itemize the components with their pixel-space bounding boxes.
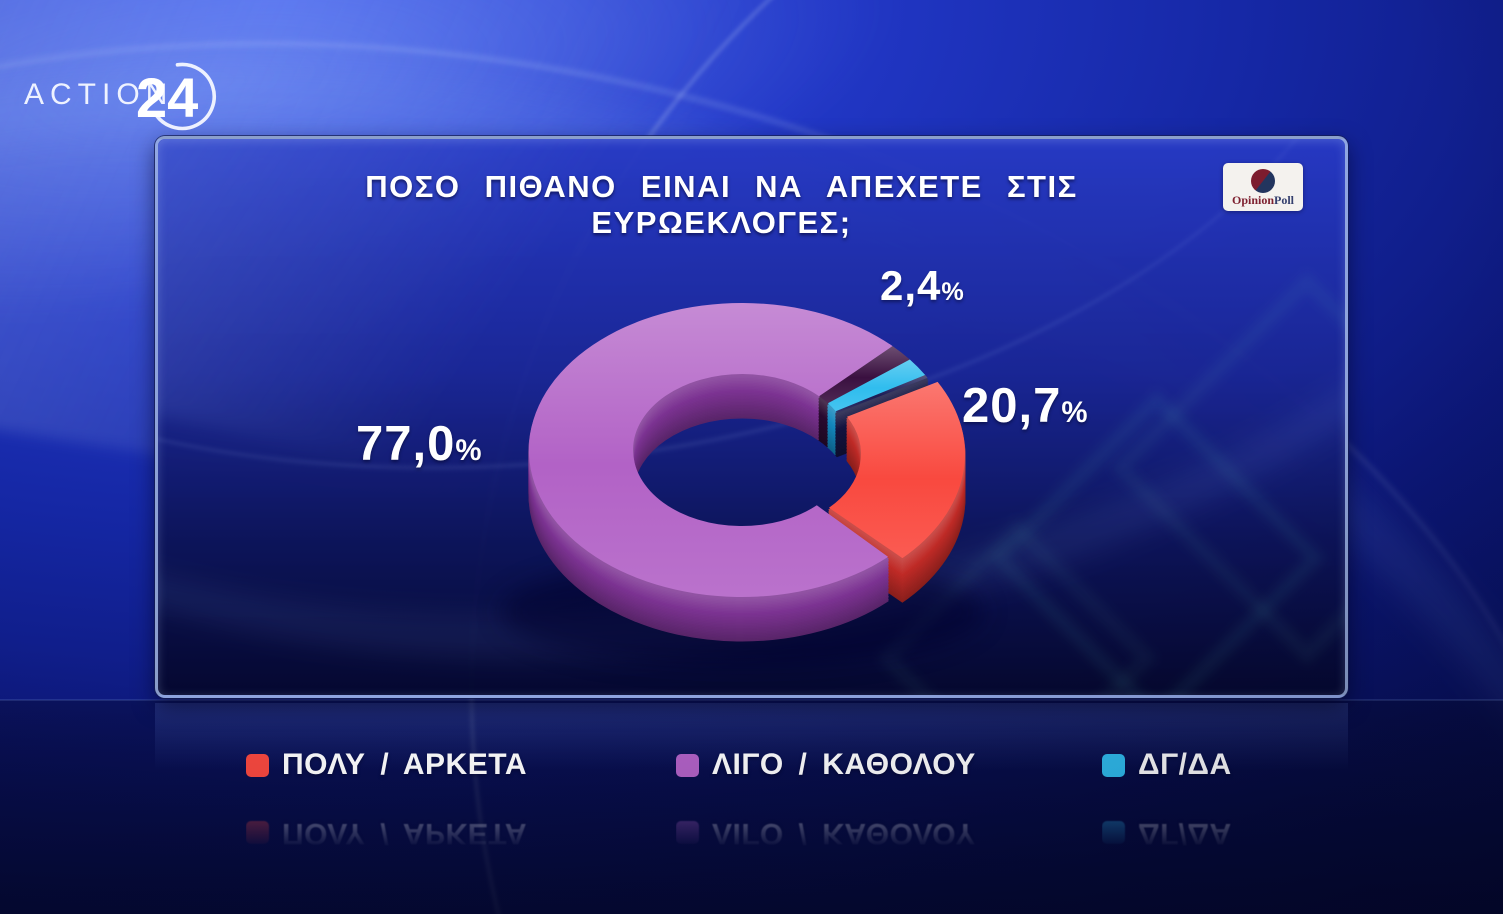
legend-item-poly-arketa: ΠΟΛΥ / ΑΡΚΕΤΑ [246, 748, 527, 782]
legend-swatch-red-reflection [246, 821, 269, 845]
panel-reflection-glow [155, 703, 1348, 793]
opinion-poll-logo: OpinionPoll [1223, 163, 1303, 211]
chart-title: ΠΟΣΟ ΠΙΘΑΝΟ ΕΙΝΑΙ ΝΑ ΑΠΕΧΕΤΕ ΣΤΙΣ ΕΥΡΩΕΚ… [365, 169, 1078, 240]
legend-reflection-item: ΛΙΓΟ / ΚΑΘΟΛΟΥ [676, 816, 976, 850]
floor-seam-line [0, 699, 1503, 701]
logo-text-action: ACTION [24, 78, 173, 111]
legend-reflection-item: ΠΟΛΥ / ΑΡΚΕΤΑ [246, 816, 527, 850]
legend-swatch-red [246, 753, 269, 777]
legend-swatch-cyan [1102, 753, 1125, 777]
slice-label-dgda: 2,4% [880, 262, 965, 309]
legend-label: ΛΙΓΟ / ΚΑΘΟΛΟΥ [712, 748, 976, 781]
legend-swatch-purple-reflection [676, 821, 699, 845]
logo-text-24: 24 [136, 66, 198, 129]
panel-chevron-watermark [1110, 271, 1345, 665]
action24-logo-graphic: ACTION 24 [24, 62, 216, 131]
legend-label-reflection: ΠΟΛΥ / ΑΡΚΕΤΑ [282, 817, 527, 850]
legend-label-reflection: ΔΓ/ΔΑ [1138, 817, 1232, 850]
chart-panel: ΠΟΣΟ ΠΙΘΑΝΟ ΕΙΝΑΙ ΝΑ ΑΠΕΧΕΤΕ ΣΤΙΣ ΕΥΡΩΕΚ… [155, 136, 1348, 698]
panel-chevron-watermark [876, 517, 1158, 695]
legend-swatch-cyan-reflection [1102, 821, 1125, 845]
action24-logo: ACTION 24 [16, 38, 246, 148]
opinion-poll-circle-icon [1251, 168, 1275, 193]
panel-chevron-watermark [988, 389, 1326, 695]
legend-item-dgda: ΔΓ/ΔΑ [1102, 748, 1232, 782]
legend-reflection-item: ΔΓ/ΔΑ [1102, 816, 1232, 850]
reflection-floor [0, 700, 1503, 914]
legend-label-reflection: ΛΙΓΟ / ΚΑΘΟΛΟΥ [712, 817, 976, 850]
legend-label: ΔΓ/ΔΑ [1138, 748, 1232, 781]
slice-label-ligo-katholou: 77,0% [356, 417, 483, 471]
opinion-poll-logo-text: OpinionPoll [1231, 192, 1295, 207]
slice-label-poly-arketa: 20,7% [962, 379, 1089, 433]
legend-item-ligo-katholou: ΛΙΓΟ / ΚΑΘΟΛΟΥ [676, 748, 976, 782]
legend-swatch-purple [676, 753, 699, 777]
logo-circle-arc [154, 62, 216, 131]
legend-label: ΠΟΛΥ / ΑΡΚΕΤΑ [282, 748, 527, 781]
